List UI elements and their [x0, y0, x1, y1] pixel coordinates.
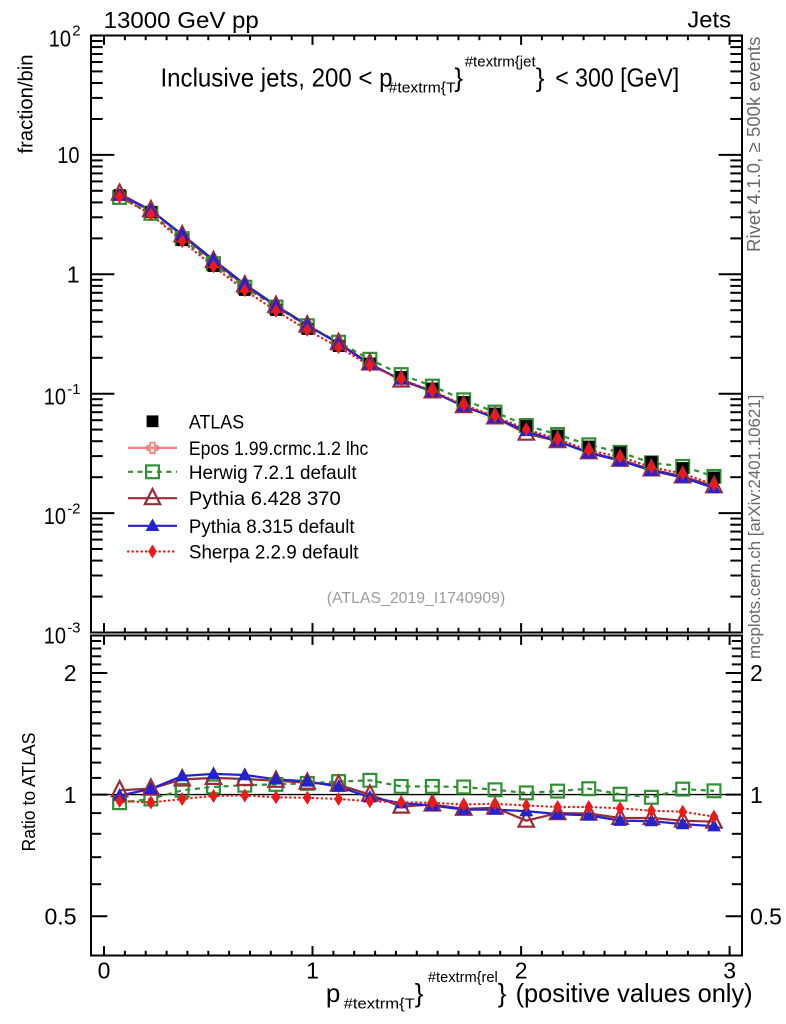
svg-text:p: p — [326, 978, 340, 1008]
svg-text:#textrm{T: #textrm{T — [389, 80, 456, 97]
svg-text:-1: -1 — [67, 381, 80, 398]
svg-text:#textrm{jet: #textrm{jet — [465, 53, 537, 70]
svg-text:< 300 [GeV]: < 300 [GeV] — [555, 63, 679, 93]
svg-text:10: 10 — [49, 25, 71, 51]
svg-text:}: } — [536, 63, 545, 93]
svg-text:-2: -2 — [67, 500, 80, 517]
svg-text:Herwig 7.2.1 default: Herwig 7.2.1 default — [189, 463, 357, 484]
svg-text:1: 1 — [67, 262, 80, 288]
svg-text:10: 10 — [44, 384, 66, 410]
svg-text:}: } — [498, 978, 507, 1008]
svg-text:Ratio to ATLAS: Ratio to ATLAS — [19, 733, 39, 852]
svg-text:}: } — [415, 978, 424, 1008]
svg-text:2: 2 — [72, 23, 80, 40]
svg-text:Jets: Jets — [687, 7, 731, 33]
svg-text:Sherpa 2.2.9 default: Sherpa 2.2.9 default — [189, 543, 359, 564]
svg-text:-3: -3 — [67, 620, 80, 637]
svg-text:ATLAS: ATLAS — [189, 412, 244, 433]
svg-text:Epos 1.99.crmc.1.2 lhc: Epos 1.99.crmc.1.2 lhc — [189, 439, 369, 460]
svg-text:10: 10 — [44, 503, 66, 529]
svg-text:Inclusive jets, 200 < p: Inclusive jets, 200 < p — [161, 63, 393, 93]
svg-text:2: 2 — [515, 958, 528, 984]
svg-text:10: 10 — [57, 142, 79, 168]
svg-text:0.5: 0.5 — [45, 903, 77, 929]
svg-text:10: 10 — [44, 622, 66, 648]
svg-text:Pythia 6.428 370: Pythia 6.428 370 — [189, 489, 341, 510]
svg-text:1: 1 — [750, 782, 763, 808]
svg-text:1: 1 — [306, 958, 319, 984]
svg-text:(positive values only): (positive values only) — [516, 978, 753, 1008]
svg-text:#textrm{T: #textrm{T — [344, 996, 415, 1013]
svg-text:0.5: 0.5 — [750, 903, 782, 929]
svg-text:}: } — [454, 63, 463, 93]
svg-text:13000 GeV pp: 13000 GeV pp — [104, 7, 259, 33]
svg-text:(ATLAS_2019_I1740909): (ATLAS_2019_I1740909) — [327, 590, 506, 607]
svg-text:mcplots.cern.ch [arXiv:2401.10: mcplots.cern.ch [arXiv:2401.10621] — [745, 395, 764, 659]
svg-text:2: 2 — [750, 660, 763, 686]
svg-text:Pythia 8.315 default: Pythia 8.315 default — [189, 517, 355, 538]
svg-text:3: 3 — [723, 958, 736, 984]
svg-text:#textrm{rel: #textrm{rel — [428, 969, 498, 986]
svg-text:Rivet 4.1.0, ≥ 500k events: Rivet 4.1.0, ≥ 500k events — [743, 37, 764, 252]
svg-text:fraction/bin: fraction/bin — [15, 55, 38, 154]
svg-text:1: 1 — [64, 782, 77, 808]
svg-text:2: 2 — [64, 660, 77, 686]
svg-text:0: 0 — [98, 958, 111, 984]
